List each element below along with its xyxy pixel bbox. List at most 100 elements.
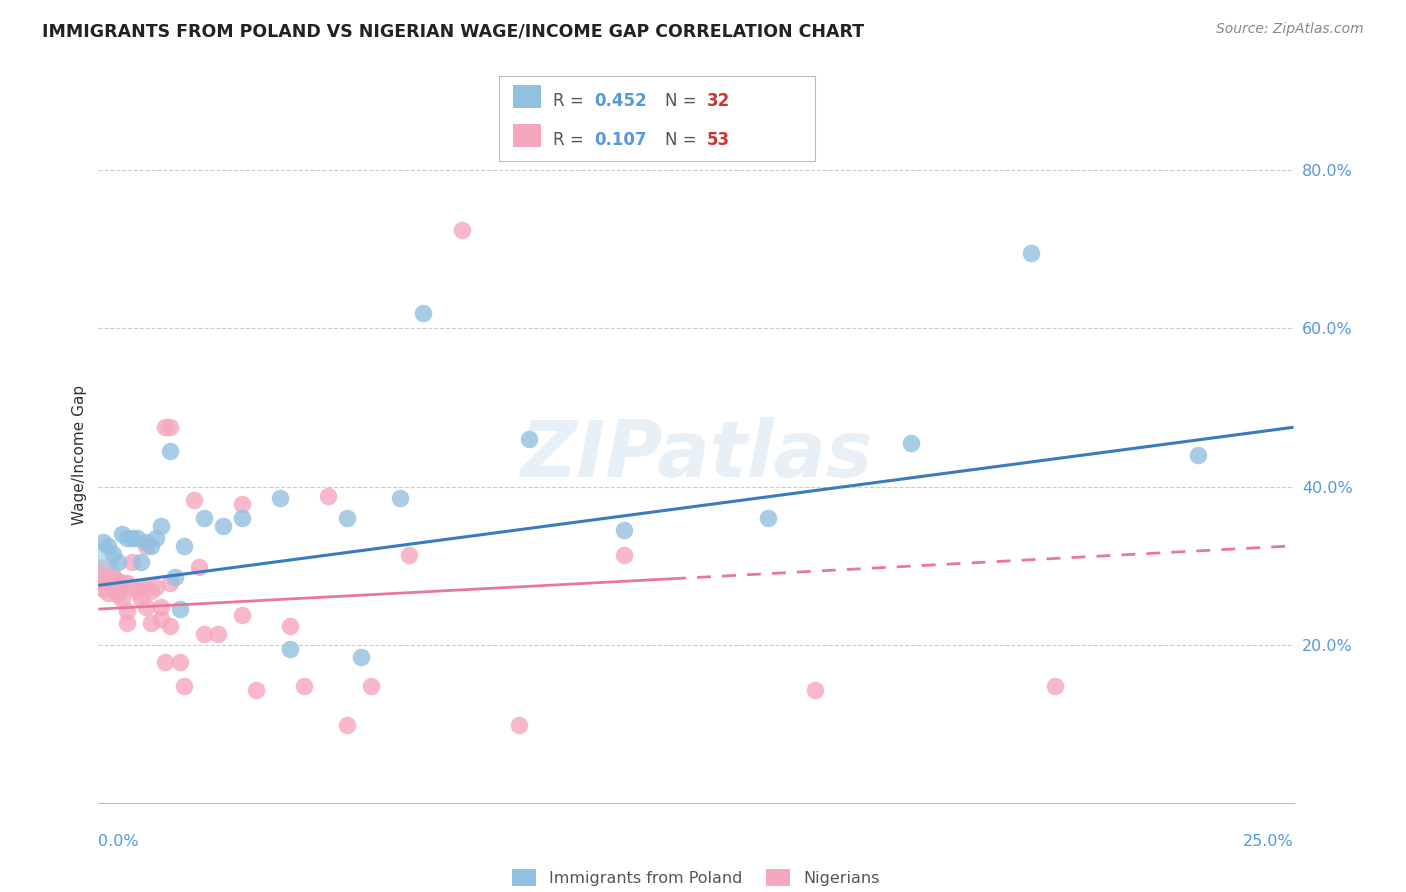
Point xyxy=(111,576,134,591)
Point xyxy=(97,570,120,584)
Point xyxy=(149,519,172,533)
Point xyxy=(269,491,291,506)
Point xyxy=(316,489,339,503)
Text: 53: 53 xyxy=(707,131,730,149)
Point xyxy=(131,591,153,606)
Text: R =: R = xyxy=(553,131,589,149)
Text: N =: N = xyxy=(665,131,702,149)
Point xyxy=(111,527,134,541)
Point xyxy=(107,583,129,598)
Point xyxy=(101,547,124,561)
Point xyxy=(350,649,373,664)
Point xyxy=(131,555,153,569)
Point xyxy=(756,511,779,525)
Point xyxy=(388,491,411,506)
Point xyxy=(159,444,181,458)
Point xyxy=(245,682,267,697)
Point xyxy=(97,586,120,600)
Point xyxy=(613,549,636,563)
Text: 0.0%: 0.0% xyxy=(98,834,139,849)
Point xyxy=(97,539,120,553)
Point xyxy=(139,615,162,630)
Point xyxy=(121,580,143,594)
Point xyxy=(159,420,181,434)
Point xyxy=(155,420,177,434)
Point xyxy=(169,602,191,616)
Point xyxy=(336,718,359,732)
Point xyxy=(173,539,195,553)
Legend: Immigrants from Poland, Nigerians: Immigrants from Poland, Nigerians xyxy=(506,863,886,892)
Point xyxy=(149,599,172,614)
Point xyxy=(169,655,191,669)
Point xyxy=(139,583,162,598)
Text: 0.107: 0.107 xyxy=(595,131,647,149)
Y-axis label: Wage/Income Gap: Wage/Income Gap xyxy=(72,384,87,525)
Point xyxy=(135,580,157,594)
Point xyxy=(91,582,114,597)
Point xyxy=(187,560,209,574)
Point xyxy=(900,436,922,450)
Point xyxy=(159,576,181,591)
Point xyxy=(121,555,143,569)
Point xyxy=(183,493,205,508)
Point xyxy=(101,570,124,584)
Point xyxy=(398,549,420,563)
Point xyxy=(87,566,110,581)
Point xyxy=(101,582,124,597)
Point xyxy=(91,534,114,549)
Point xyxy=(149,611,172,625)
Point xyxy=(517,432,540,446)
Point xyxy=(107,555,129,569)
Point xyxy=(145,531,167,545)
Point xyxy=(111,591,134,606)
Point xyxy=(135,599,157,614)
Point xyxy=(1019,246,1042,260)
Point xyxy=(107,574,129,589)
Text: ZIPatlas: ZIPatlas xyxy=(520,417,872,493)
Point xyxy=(508,718,530,732)
Point xyxy=(135,534,157,549)
Text: IMMIGRANTS FROM POLAND VS NIGERIAN WAGE/INCOME GAP CORRELATION CHART: IMMIGRANTS FROM POLAND VS NIGERIAN WAGE/… xyxy=(42,22,865,40)
Point xyxy=(125,583,148,598)
Point xyxy=(163,570,186,584)
Point xyxy=(211,519,233,533)
Point xyxy=(131,580,153,594)
Point xyxy=(292,679,315,693)
Point xyxy=(231,607,253,622)
Point xyxy=(1187,448,1209,462)
Point xyxy=(336,511,359,525)
Point xyxy=(231,497,253,511)
Text: N =: N = xyxy=(665,92,702,110)
Text: 25.0%: 25.0% xyxy=(1243,834,1294,849)
Point xyxy=(115,531,138,545)
Point xyxy=(91,570,114,584)
Point xyxy=(159,619,181,633)
Point xyxy=(360,679,382,693)
Point xyxy=(145,580,167,594)
Point xyxy=(121,531,143,545)
Text: R =: R = xyxy=(553,92,589,110)
Point xyxy=(115,615,138,630)
Point xyxy=(193,511,215,525)
Point xyxy=(173,679,195,693)
Point xyxy=(231,511,253,525)
Point xyxy=(107,588,129,602)
Point xyxy=(278,641,301,656)
Point xyxy=(139,539,162,553)
Point xyxy=(115,576,138,591)
Point xyxy=(412,305,434,319)
Point xyxy=(91,550,114,565)
Point xyxy=(125,531,148,545)
Point xyxy=(804,682,827,697)
Text: 0.452: 0.452 xyxy=(595,92,647,110)
Point xyxy=(115,604,138,618)
Point xyxy=(450,222,472,236)
Text: Source: ZipAtlas.com: Source: ZipAtlas.com xyxy=(1216,22,1364,37)
Point xyxy=(1043,679,1066,693)
Text: 32: 32 xyxy=(707,92,731,110)
Point xyxy=(207,627,229,641)
Point xyxy=(613,523,636,537)
Point xyxy=(155,655,177,669)
Point xyxy=(135,539,157,553)
Point xyxy=(278,619,301,633)
